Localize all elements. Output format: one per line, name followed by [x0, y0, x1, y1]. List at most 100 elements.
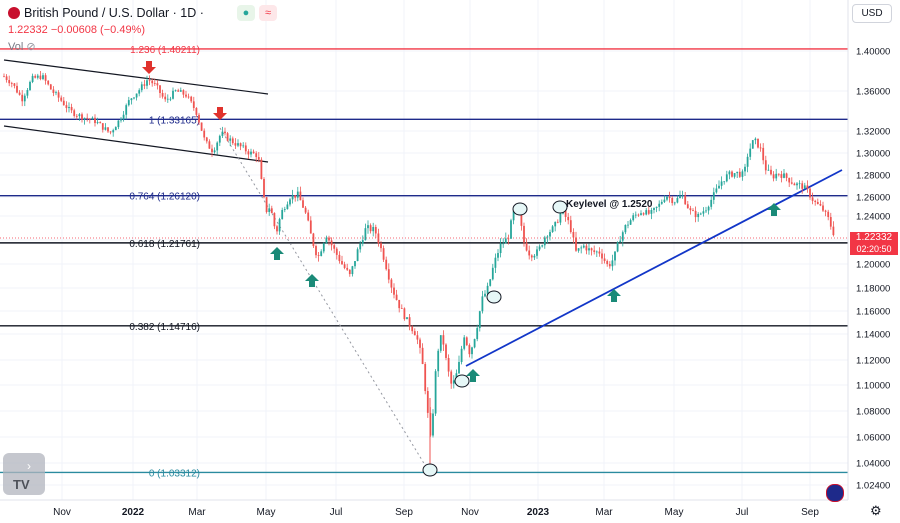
candle-body: [343, 264, 346, 268]
candle-body: [426, 391, 429, 413]
arrow-down-icon[interactable]: [142, 61, 156, 74]
swing-marker-ellipse[interactable]: [454, 374, 470, 388]
fib-levels: 1.236 (1.40211) 1 (1.33165) 0.764 (1.26120…: [0, 45, 848, 479]
candle-body: [289, 199, 291, 205]
settings-icon[interactable]: ⚙: [870, 503, 882, 518]
candle-body: [658, 203, 661, 207]
candle-body: [710, 199, 713, 207]
candle-body: [127, 100, 130, 106]
candle-body: [307, 212, 310, 221]
arrow-up-icon[interactable]: [607, 289, 621, 302]
eye-off-icon[interactable]: ⊘: [26, 41, 36, 53]
candle-body: [595, 251, 598, 253]
candle-body: [278, 219, 281, 232]
candle-body: [172, 90, 174, 99]
candle-body: [270, 208, 273, 213]
candle-body: [3, 76, 5, 78]
candle-body: [489, 279, 492, 286]
candle-body: [780, 174, 783, 178]
candle-body: [18, 92, 21, 95]
candle-body: [497, 253, 499, 258]
arrow-down-icon[interactable]: [213, 107, 227, 120]
time-axis: Nov 2022 Mar May Jul Sep Nov 2023 Mar May Jul Sep: [53, 507, 819, 518]
market-open-icon[interactable]: ●: [237, 5, 255, 21]
y-tick-label: 1.26000: [856, 193, 890, 204]
candle-body: [806, 185, 809, 189]
candle-body: [231, 138, 234, 144]
candle-body: [78, 114, 81, 117]
x-tick-label: Nov: [461, 507, 479, 518]
ascending-trendline[interactable]: [465, 169, 843, 367]
candle-body: [447, 357, 450, 372]
candle-body: [395, 294, 398, 300]
candle-body: [754, 138, 757, 141]
candle-body: [276, 226, 278, 232]
candle-body: [169, 98, 172, 100]
candle-body: [75, 115, 78, 117]
swing-marker-ellipse[interactable]: [552, 200, 568, 214]
keylevel-annotation[interactable]: Keylevel @ 1.2520: [566, 199, 653, 210]
candle-body: [49, 84, 52, 90]
x-tick-label: Jul: [330, 507, 343, 518]
candle-body: [759, 147, 762, 149]
candle-body: [424, 364, 427, 392]
symbol-title[interactable]: British Pound / U.S. Dollar · 1D ·: [24, 6, 204, 20]
tradingview-logo[interactable]: TV ›: [3, 453, 45, 495]
swing-marker-ellipse[interactable]: [422, 463, 438, 477]
candle-body: [226, 133, 229, 141]
candle-body: [785, 173, 788, 178]
candle-body: [185, 94, 187, 97]
swing-marker-ellipse[interactable]: [512, 202, 528, 216]
candle-body: [21, 94, 24, 102]
arrow-up-icon[interactable]: [767, 203, 781, 216]
candle-body: [68, 106, 70, 109]
fib-label: 1.236 (1.40211): [130, 45, 200, 56]
channel-upper-line[interactable]: [3, 59, 269, 95]
candle-body: [31, 75, 34, 82]
tv-logo-icon: TV: [13, 477, 30, 492]
arrow-up-icon[interactable]: [270, 247, 284, 260]
candle-body: [247, 151, 250, 155]
candle-body: [351, 266, 354, 275]
candle-body: [762, 147, 765, 161]
candle-body: [333, 245, 336, 249]
candle-body: [328, 237, 330, 241]
swing-marker-ellipse[interactable]: [486, 290, 502, 304]
candle-body: [260, 159, 263, 179]
candle-body: [317, 255, 320, 256]
currency-button[interactable]: USD: [852, 4, 892, 23]
candle-body: [684, 195, 687, 205]
candle-body: [645, 210, 648, 215]
candle-body: [291, 195, 294, 200]
candle-body: [819, 203, 822, 206]
candle-body: [200, 122, 203, 131]
candle-body: [62, 100, 65, 106]
candle-body: [390, 279, 393, 288]
candle-body: [161, 93, 164, 97]
candle-body: [179, 90, 182, 92]
candle-body: [341, 261, 343, 265]
candle-body: [580, 247, 583, 249]
candle-body: [484, 293, 486, 297]
candle-body: [286, 204, 289, 210]
candle-body: [671, 198, 674, 204]
volume-label[interactable]: Vol ⊘: [8, 41, 36, 53]
candle-body: [268, 208, 271, 212]
candle-body: [156, 83, 159, 86]
candle-body: [411, 326, 414, 332]
candle-body: [764, 160, 767, 171]
candle-body: [187, 96, 190, 98]
arrow-up-icon[interactable]: [466, 369, 480, 382]
fib-anchor-line[interactable]: [219, 127, 429, 471]
compare-icon[interactable]: ≈: [259, 5, 277, 21]
arrow-up-icon[interactable]: [305, 274, 319, 287]
candle-body: [166, 98, 169, 100]
candle-body: [302, 200, 304, 208]
candle-body: [208, 141, 211, 149]
channel-lower-line[interactable]: [3, 125, 269, 163]
fib-label: 0.382 (1.14716): [129, 322, 200, 333]
candle-body: [463, 337, 466, 349]
candle-body: [47, 80, 50, 85]
candle-body: [476, 328, 479, 340]
